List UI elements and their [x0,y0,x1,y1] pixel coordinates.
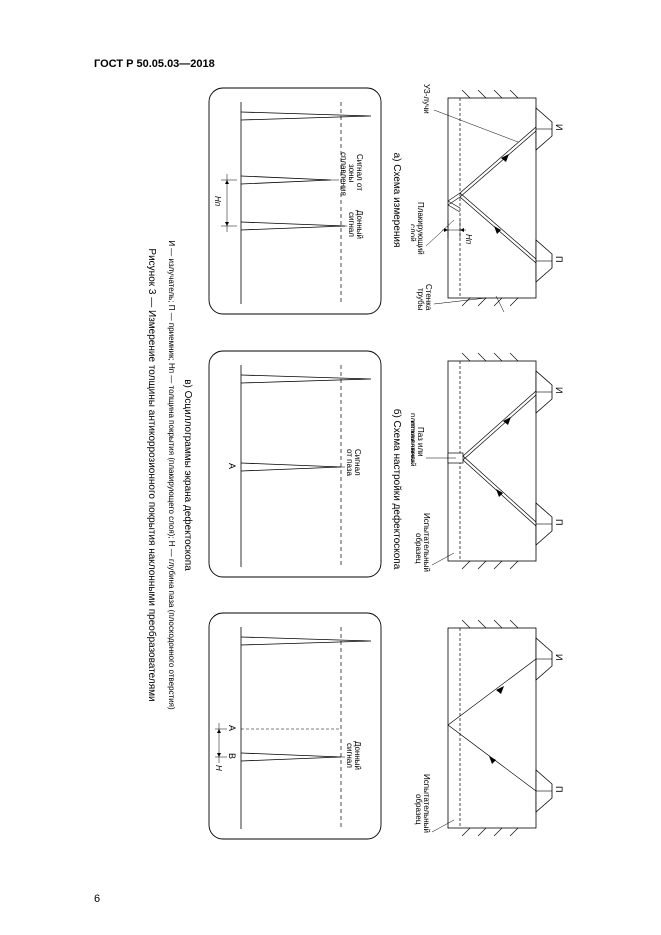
caption-a: а) Схема измерения [391,80,402,320]
standard-header: ГОСТ Р 50.05.03—2018 [94,58,215,70]
lbl-A2: А [227,463,237,469]
lbl-hp-osc: Hп [213,196,222,207]
diagram-b: И П Паз или плоскодонный отражатель Испы… [391,343,566,588]
lbl-H3: H [214,765,223,771]
screen-2: Сигнал от паза А [199,343,389,588]
lbl-bot1: Донный [355,210,364,239]
diagram-c: И П Испытательный образец [391,610,566,850]
lbl-spec1: Испытательный [422,513,431,572]
diagram-a-svg: И П УЗ-лучи Hп Плакирующий слой [411,80,566,320]
legend: И — излучатель; П — приемник; Hп — толщи… [167,80,176,870]
lbl-bot3a: Донный [353,741,362,770]
page-number: 6 [94,893,100,905]
lbl-receiver-c: П [554,786,564,792]
lbl-spec2c: образец [414,794,423,825]
oscillogram-row: Сигнал от зоны сплавления Донный сигнал … [199,80,389,850]
diagram-a: И П УЗ-лучи Hп Плакирующий слой [391,80,566,320]
caption-mid: в) Осциллограммы экрана дефектоскопа [182,80,193,870]
lbl-emitter: И [554,124,564,130]
diagram-c-svg: И П Испытательный образец [411,610,566,850]
diagram-b-svg: И П Паз или плоскодонный отражатель Испы… [411,343,566,588]
top-diagram-row: И П УЗ-лучи Hп Плакирующий слой [391,80,566,850]
lbl-grvsig2: от паза [345,449,354,477]
lbl-spec1c: Испытательный [422,774,431,833]
lbl-emitter-c: И [554,654,564,660]
lbl-bot2: сигнал [347,212,356,237]
lbl-bot3b: сигнал [345,743,354,768]
lbl-wall1: Стенка [424,284,433,311]
lbl-fusion3: сплавления [339,152,348,196]
lbl-receiver-b: П [554,519,564,525]
screen-1: Сигнал от зоны сплавления Донный сигнал … [199,80,389,325]
lbl-A3: А [227,725,237,731]
lbl-spec2: образец [414,533,423,564]
figure-content: И П УЗ-лучи Hп Плакирующий слой [94,80,574,870]
lbl-hp: Hп [464,234,473,245]
screen-3: Донный сигнал А В H [199,605,389,850]
lbl-emitter-b: И [554,387,564,393]
lbl-groove3: отражатель [411,421,417,464]
lbl-fusion2: зоны [347,164,356,182]
lbl-grvsig1: Сигнал [353,449,362,476]
caption-b: б) Схема настройки дефектоскопа [391,343,402,588]
lbl-coat2: слой [411,224,417,242]
lbl-coat1: Плакирующий [416,202,425,255]
lbl-fusion1: Сигнал от [355,154,364,191]
lbl-receiver: П [554,256,564,262]
lbl-uz: УЗ-лучи [422,84,431,114]
figure-caption: Рисунок 3 — Измерение толщины антикорроз… [146,80,157,870]
lbl-wall2: трубы [416,288,425,311]
lbl-B3: В [227,753,237,759]
